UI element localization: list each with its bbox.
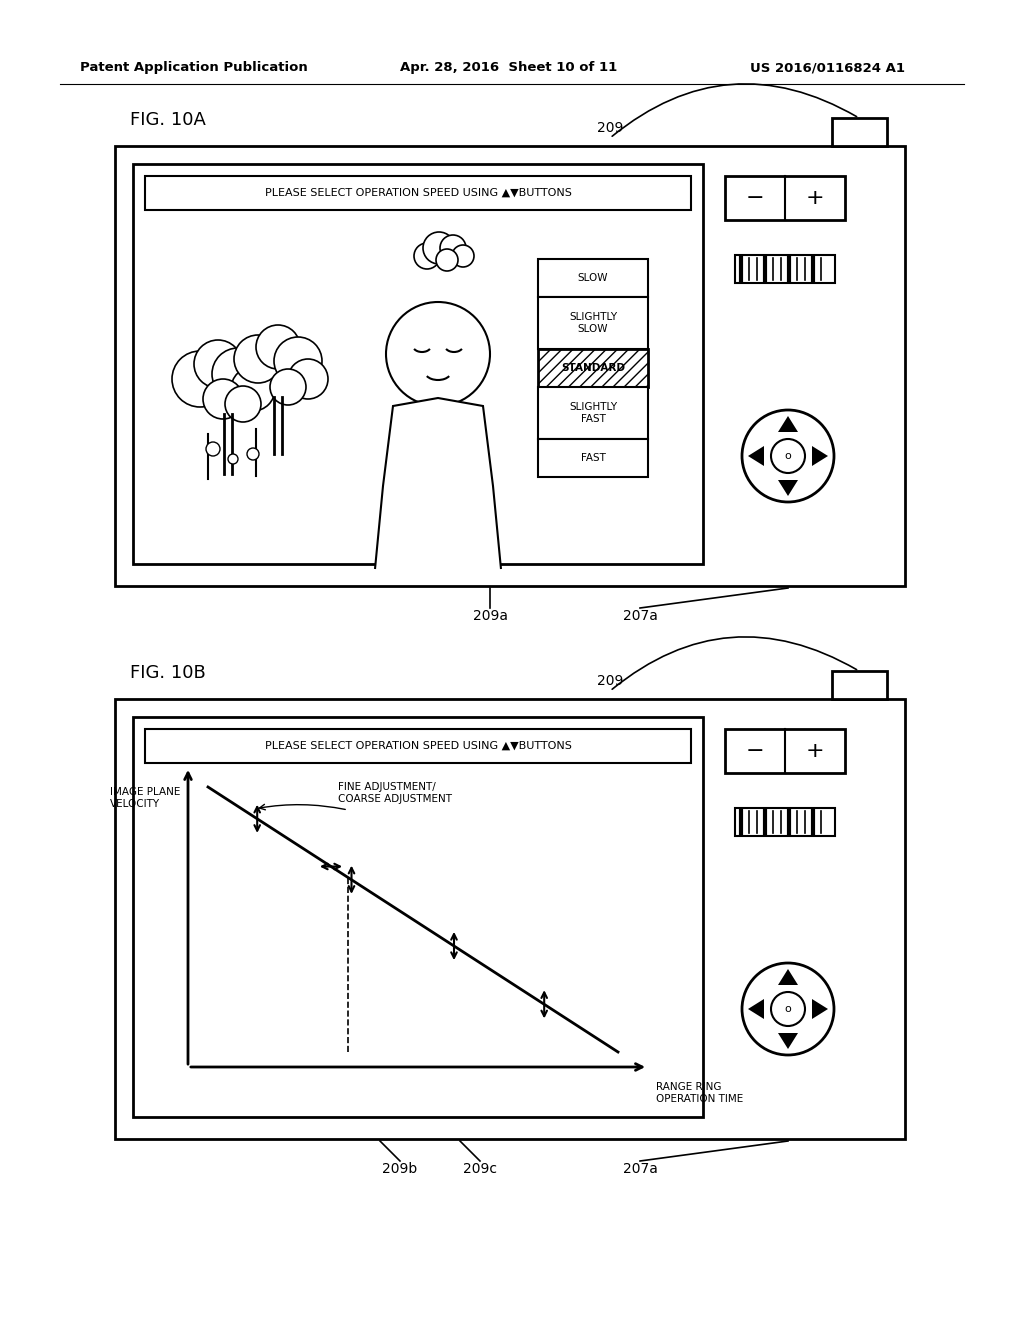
Circle shape: [771, 993, 805, 1026]
Circle shape: [742, 411, 834, 502]
Circle shape: [256, 325, 300, 370]
Text: US 2016/0116824 A1: US 2016/0116824 A1: [750, 62, 905, 74]
Bar: [115, 147, 905, 586]
Circle shape: [423, 232, 455, 264]
Bar: [725, 176, 845, 220]
Circle shape: [234, 335, 282, 383]
Circle shape: [231, 367, 275, 411]
Circle shape: [203, 379, 243, 418]
Bar: [538, 297, 648, 348]
Bar: [145, 176, 691, 210]
Polygon shape: [812, 446, 828, 466]
Text: IMAGE PLANE
VELOCITY: IMAGE PLANE VELOCITY: [110, 787, 180, 809]
Text: Apr. 28, 2016  Sheet 10 of 11: Apr. 28, 2016 Sheet 10 of 11: [400, 62, 617, 74]
Circle shape: [194, 341, 242, 388]
Bar: [133, 717, 703, 1117]
Bar: [115, 700, 905, 1139]
Circle shape: [440, 235, 466, 261]
Circle shape: [386, 302, 490, 407]
Text: PLEASE SELECT OPERATION SPEED USING ▲▼BUTTONS: PLEASE SELECT OPERATION SPEED USING ▲▼BU…: [264, 187, 571, 198]
Text: 209a: 209a: [472, 609, 508, 623]
Text: +: +: [806, 741, 824, 762]
Circle shape: [228, 454, 238, 465]
Bar: [145, 729, 691, 763]
Circle shape: [247, 447, 259, 459]
Polygon shape: [778, 416, 798, 432]
Polygon shape: [812, 999, 828, 1019]
Bar: [538, 387, 648, 440]
Circle shape: [274, 337, 322, 385]
Text: FIG. 10A: FIG. 10A: [130, 111, 206, 129]
Circle shape: [771, 440, 805, 473]
Circle shape: [206, 442, 220, 455]
Bar: [831, 671, 887, 700]
Text: 209: 209: [597, 675, 624, 688]
Text: +: +: [806, 187, 824, 209]
Text: Patent Application Publication: Patent Application Publication: [80, 62, 308, 74]
Text: o: o: [784, 1005, 792, 1014]
Text: 207a: 207a: [623, 609, 657, 623]
Circle shape: [288, 359, 328, 399]
Text: FINE ADJUSTMENT/
COARSE ADJUSTMENT: FINE ADJUSTMENT/ COARSE ADJUSTMENT: [338, 781, 452, 804]
Bar: [538, 348, 648, 387]
Text: RANGE RING
OPERATION TIME: RANGE RING OPERATION TIME: [656, 1082, 743, 1104]
PathPatch shape: [375, 399, 501, 569]
Text: 209b: 209b: [382, 1162, 418, 1176]
Text: FIG. 10B: FIG. 10B: [130, 664, 206, 682]
Circle shape: [742, 964, 834, 1055]
Bar: [538, 440, 648, 477]
Polygon shape: [748, 999, 764, 1019]
Text: 207a: 207a: [623, 1162, 657, 1176]
Text: o: o: [784, 451, 792, 461]
Text: PLEASE SELECT OPERATION SPEED USING ▲▼BUTTONS: PLEASE SELECT OPERATION SPEED USING ▲▼BU…: [264, 741, 571, 751]
Polygon shape: [748, 446, 764, 466]
Text: −: −: [745, 741, 764, 762]
Text: SLIGHTLY
FAST: SLIGHTLY FAST: [569, 403, 617, 424]
Text: −: −: [745, 187, 764, 209]
Polygon shape: [778, 1034, 798, 1049]
Circle shape: [225, 385, 261, 422]
Bar: [735, 808, 835, 836]
Text: 209c: 209c: [463, 1162, 497, 1176]
Bar: [133, 164, 703, 564]
Circle shape: [172, 351, 228, 407]
Bar: [725, 729, 845, 774]
Circle shape: [414, 243, 440, 269]
Polygon shape: [778, 969, 798, 985]
Bar: [735, 255, 835, 282]
Text: FAST: FAST: [581, 453, 605, 463]
Text: SLOW: SLOW: [578, 273, 608, 282]
Circle shape: [270, 370, 306, 405]
Text: STANDARD: STANDARD: [561, 363, 625, 374]
Circle shape: [212, 348, 264, 400]
Circle shape: [436, 249, 458, 271]
Text: SLIGHTLY
SLOW: SLIGHTLY SLOW: [569, 313, 617, 334]
Polygon shape: [778, 480, 798, 496]
Circle shape: [452, 246, 474, 267]
Bar: [538, 259, 648, 297]
Bar: [831, 117, 887, 147]
Text: 209: 209: [597, 121, 624, 135]
